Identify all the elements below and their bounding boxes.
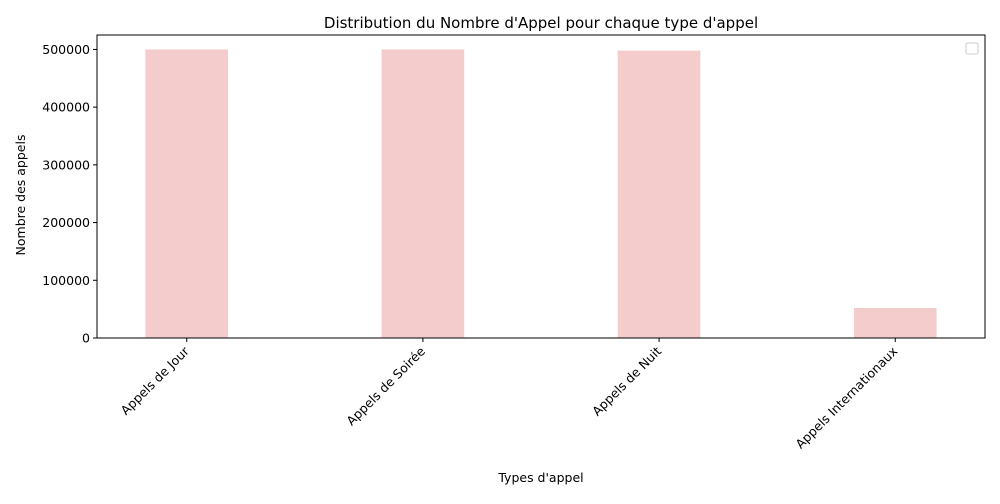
x-axis-label: Types d'appel — [497, 470, 583, 485]
chart-title: Distribution du Nombre d'Appel pour chaq… — [324, 14, 758, 32]
y-tick-label: 400000 — [42, 100, 90, 115]
x-tick-label: Appels de Soirée — [343, 343, 428, 428]
y-tick-label: 300000 — [42, 157, 90, 172]
bars-group — [145, 49, 937, 339]
bar-1 — [381, 49, 465, 339]
x-tick-label: Appels de Nuit — [589, 343, 664, 418]
plot-frame — [96, 34, 986, 339]
bar-2 — [617, 50, 701, 338]
x-tick-label: Appels de Jour — [118, 343, 193, 418]
y-axis-label: Nombre des appels — [13, 135, 28, 256]
bar-3 — [853, 307, 937, 338]
y-tick-label: 500000 — [42, 42, 90, 57]
x-tick-label: Appels Internationaux — [792, 344, 900, 452]
y-tick-label: 0 — [82, 331, 90, 346]
x-axis-ticks: Appels de Jour Appels de Soirée Appels de … — [118, 338, 900, 452]
y-tick-label: 200000 — [42, 215, 90, 230]
y-tick-label: 100000 — [42, 273, 90, 288]
bar-0 — [145, 49, 229, 339]
y-axis-ticks: 0 100000 200000 300000 400000 500000 — [42, 42, 97, 346]
legend-box — [965, 42, 979, 55]
